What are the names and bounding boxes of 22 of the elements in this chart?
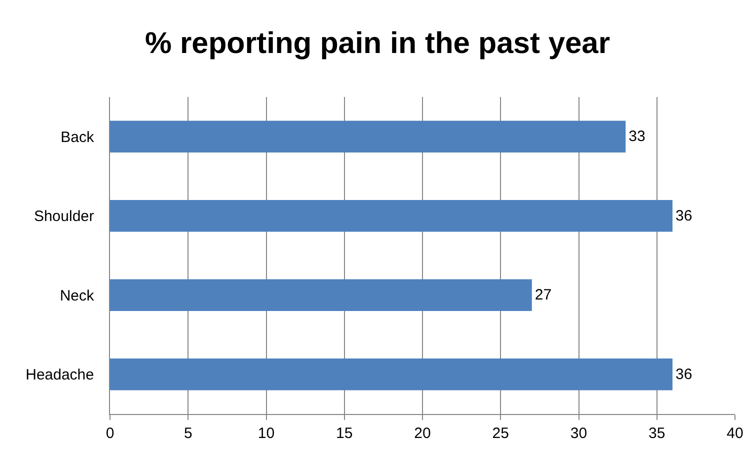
chart-title: % reporting pain in the past year <box>144 27 610 60</box>
bar <box>110 200 672 232</box>
y-tick-label: Neck <box>60 287 94 304</box>
x-tick-label: 40 <box>726 425 744 442</box>
bar <box>110 120 626 152</box>
x-tick-label: 35 <box>648 425 666 442</box>
y-tick-label: Headache <box>26 366 94 384</box>
data-label: 36 <box>676 366 692 383</box>
x-tick-label: 10 <box>258 425 275 442</box>
x-tick-label: 30 <box>570 425 588 442</box>
x-tick-label: 15 <box>336 425 353 442</box>
y-tick-label: Shoulder <box>34 208 94 226</box>
bar <box>110 279 532 311</box>
data-label: 36 <box>676 207 692 224</box>
bar <box>110 358 672 390</box>
x-tick-label: 5 <box>184 425 192 442</box>
x-tick-label: 0 <box>106 425 114 442</box>
data-label: 33 <box>628 128 646 146</box>
y-tick-label: Back <box>60 128 94 146</box>
data-label: 27 <box>534 286 552 304</box>
x-tick-label: 20 <box>414 425 431 442</box>
x-tick-label: 25 <box>492 425 509 442</box>
